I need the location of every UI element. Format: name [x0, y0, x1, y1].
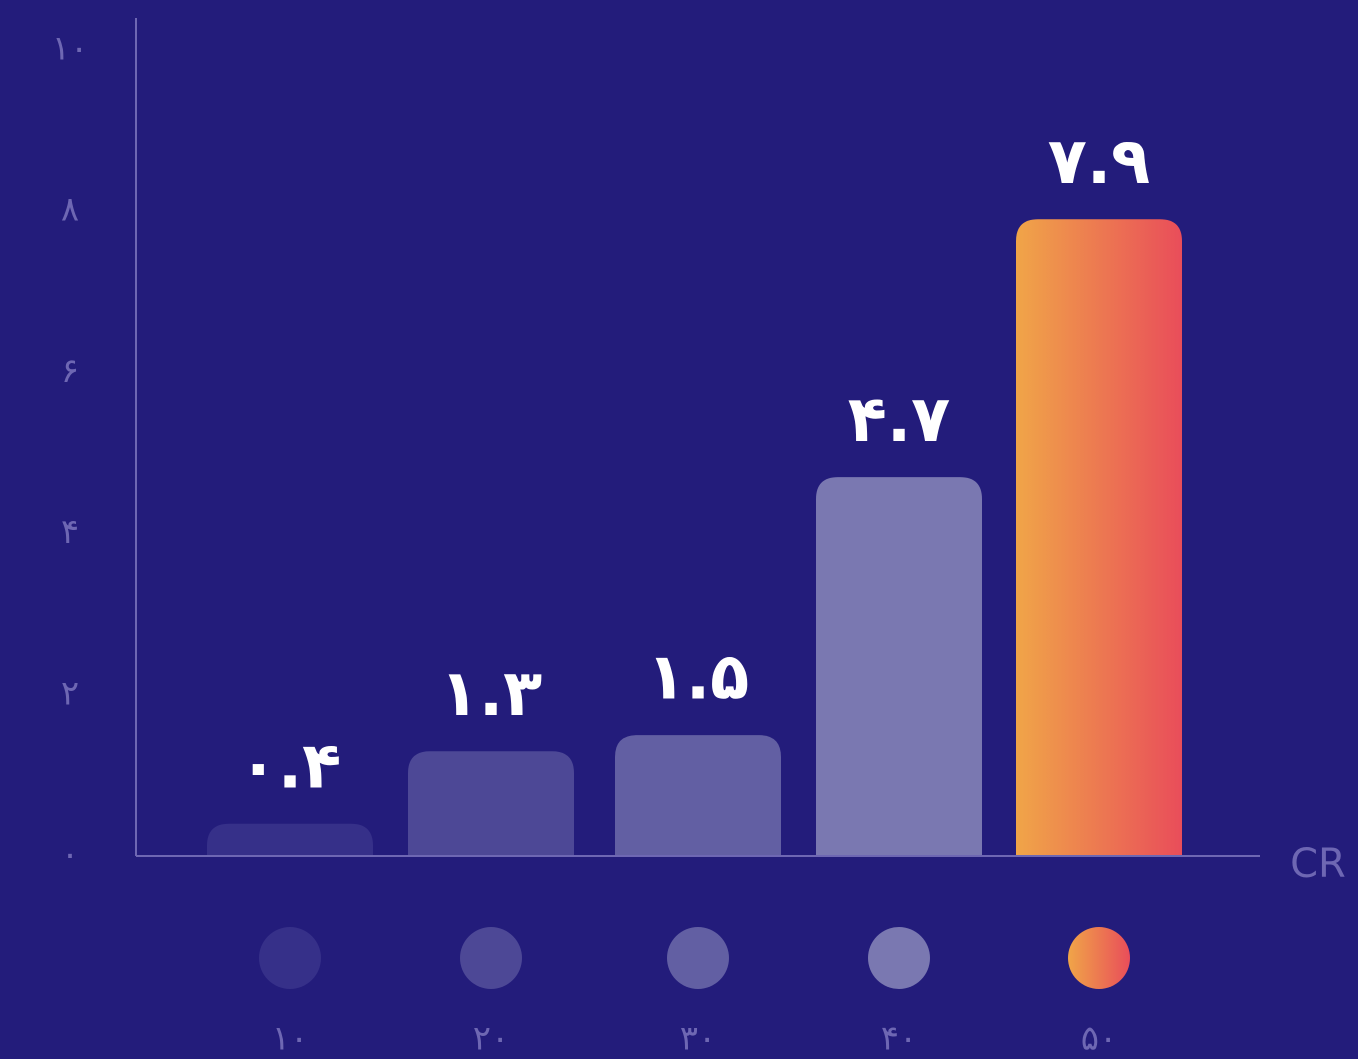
- bar-2: [408, 751, 574, 856]
- y-tick-label: ۶: [61, 351, 79, 391]
- bar-value-label: ۷.۹: [1048, 125, 1150, 199]
- bar-5: [1016, 219, 1182, 856]
- legend-dot: [460, 927, 522, 989]
- y-ticks: ۰ ۲ ۴ ۶ ۸ ۱۰: [52, 29, 89, 875]
- bars-layer: [207, 219, 1182, 856]
- bar-value-label: ۱.۵: [647, 641, 749, 715]
- x-axis-label: CR: [1290, 841, 1346, 887]
- legend-dot: [868, 927, 930, 989]
- x-category-label: ۴۰: [881, 1019, 918, 1059]
- x-category-label: ۱۰: [272, 1019, 309, 1059]
- y-tick-label: ۸: [61, 190, 79, 230]
- legend-dot: [259, 927, 321, 989]
- x-category-label: ۵۰: [1081, 1019, 1118, 1059]
- x-category-label: ۲۰: [473, 1019, 510, 1059]
- bar-4: [816, 477, 982, 856]
- y-tick-label: ۴: [61, 512, 79, 552]
- y-tick-label: ۲: [61, 673, 79, 713]
- legend: ۱۰ ۲۰ ۳۰ ۴۰ ۵۰: [259, 927, 1130, 1059]
- value-labels: ۰.۴ ۱.۳ ۱.۵ ۴.۷ ۷.۹: [239, 125, 1150, 804]
- y-tick-label: ۰: [61, 835, 79, 875]
- bar-3: [615, 735, 781, 856]
- bar-value-label: ۴.۷: [848, 383, 950, 457]
- legend-dot: [667, 927, 729, 989]
- bar-value-label: ۱.۳: [440, 657, 542, 731]
- legend-dot: [1068, 927, 1130, 989]
- y-tick-label: ۱۰: [52, 29, 89, 69]
- bar-1: [207, 823, 373, 856]
- x-category-label: ۳۰: [680, 1019, 717, 1059]
- bar-value-label: ۰.۴: [239, 729, 341, 803]
